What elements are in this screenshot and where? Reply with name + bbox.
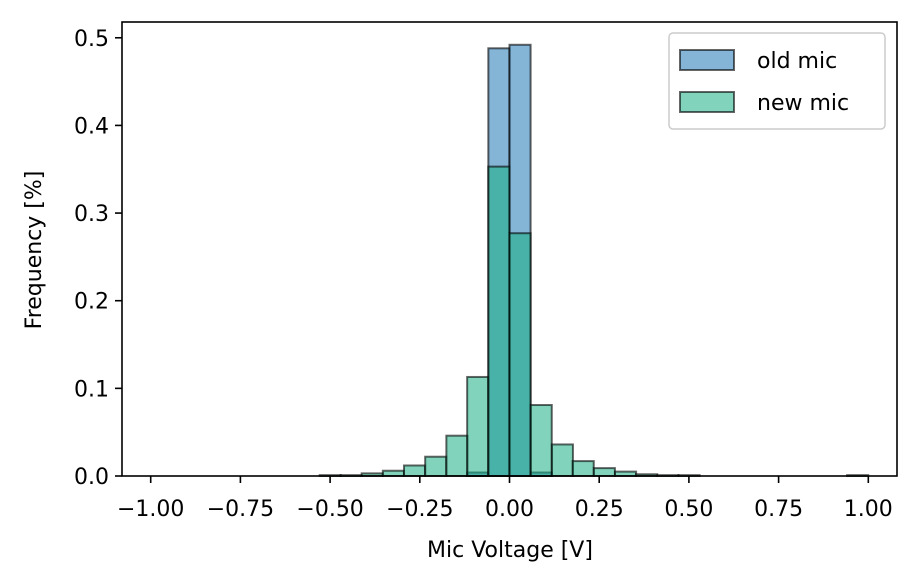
legend-label-1: new mic [757, 91, 849, 116]
y-tick-label: 0.0 [74, 465, 109, 490]
histogram-bar-series-1-bin-7 [466, 375, 490, 478]
legend-swatch-0 [679, 49, 735, 71]
histogram-bar-series-1-bin-12 [571, 460, 595, 477]
histogram-bar-series-1-bin-13 [592, 467, 616, 477]
legend: old mic new mic [668, 32, 886, 130]
x-tick-label: −0.25 [386, 497, 453, 522]
histogram-bar-series-1-bin-5 [424, 455, 448, 477]
histogram-bar-series-1-bin-8 [487, 165, 511, 478]
legend-label-0: old mic [757, 49, 837, 74]
y-tick-label: 0.3 [74, 202, 109, 227]
x-tick-label: −0.75 [207, 497, 274, 522]
x-tick-label: −0.50 [296, 497, 363, 522]
y-tick-label: 0.2 [74, 290, 109, 315]
x-tick-label: 1.00 [844, 497, 893, 522]
x-tick-label: 0.00 [485, 497, 534, 522]
y-tick-label: 0.5 [74, 27, 109, 52]
legend-swatch-1 [679, 91, 735, 113]
y-tick-label: 0.4 [74, 114, 109, 139]
x-tick-label: 0.50 [664, 497, 713, 522]
histogram-bar-series-1-bin-4 [403, 464, 427, 478]
histogram-bar-series-1-bin-6 [445, 434, 469, 478]
axes-layer: −1.00 −0.75 −0.50 −0.25 0.00 0.25 0.50 0.75 1.00… [74, 21, 898, 522]
y-tick-label: 0.1 [74, 377, 109, 402]
x-tick-label: 0.25 [575, 497, 624, 522]
bars-layer [318, 43, 870, 478]
x-axis-title: Mic Voltage [V] [427, 538, 593, 563]
histogram-bar-series-1-bin-11 [550, 443, 574, 477]
x-tick-label: −1.00 [117, 497, 184, 522]
histogram-bar-series-1-bin-10 [529, 404, 553, 477]
histogram-bar-series-1-bin-9 [508, 232, 532, 477]
x-tick-label: 0.75 [754, 497, 803, 522]
y-axis-title: Frequency [%] [22, 171, 47, 330]
